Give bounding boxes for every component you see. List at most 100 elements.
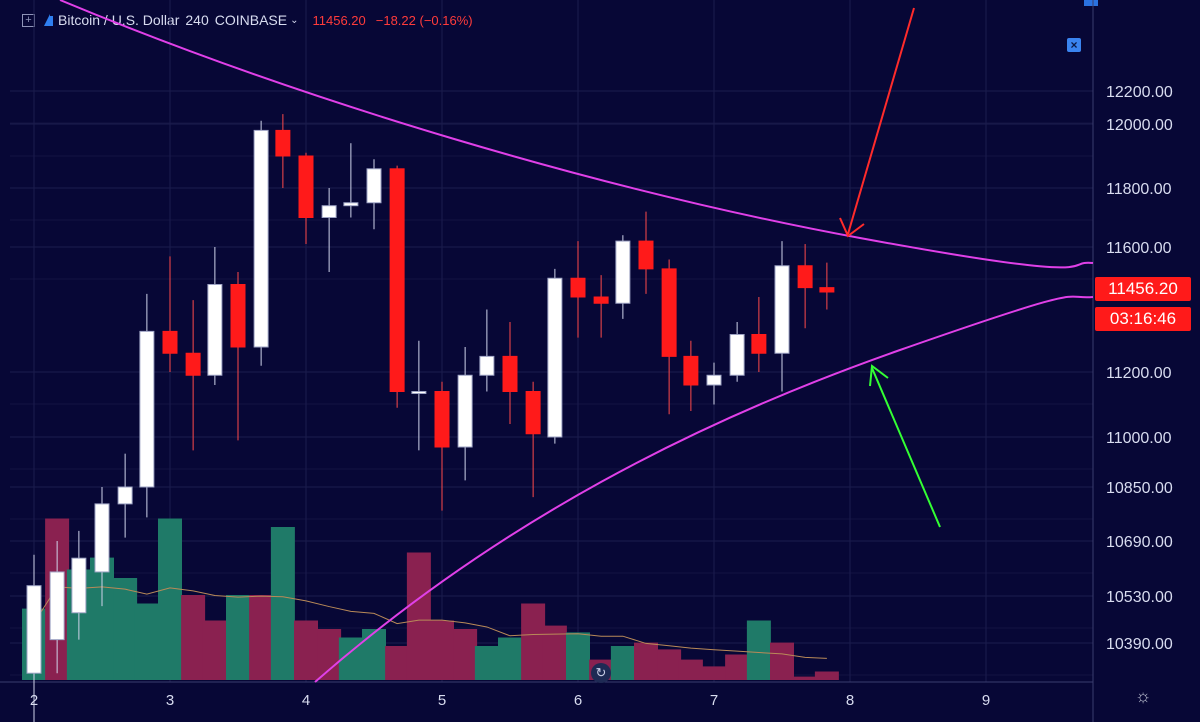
volume-bar: [226, 595, 250, 680]
candle-body[interactable]: [615, 240, 631, 304]
close-icon[interactable]: ×: [1067, 38, 1081, 52]
candle-body[interactable]: [207, 284, 223, 376]
volume-bar: [202, 620, 227, 680]
candle-body[interactable]: [94, 503, 110, 573]
candle-body[interactable]: [321, 205, 337, 218]
candle-body[interactable]: [547, 277, 563, 438]
y-tick-label: 11600.00: [1106, 240, 1172, 257]
x-tick-label: 9: [982, 692, 990, 709]
symbol-name[interactable]: Bitcoin / U.S. Dollar: [58, 12, 180, 28]
chart-header: + Bitcoin / U.S. Dollar 240 COINBASE ⌄ 1…: [0, 0, 1090, 44]
volume-bar: [521, 603, 546, 680]
volume-bar: [270, 527, 295, 680]
volume-bar: [474, 646, 499, 680]
volume-bar: [430, 620, 454, 680]
countdown-badge: 03:16:46: [1095, 307, 1191, 331]
candle-body[interactable]: [434, 391, 450, 448]
symbol-icon: [44, 14, 53, 26]
gear-icon[interactable]: ☼: [1134, 686, 1152, 706]
candle-body[interactable]: [457, 374, 473, 448]
candle-body[interactable]: [117, 486, 133, 505]
red-arrow-line: [847, 7, 915, 235]
green-arrow-line: [871, 367, 941, 528]
y-tick-label: 12000.00: [1106, 117, 1173, 134]
price-change: −18.22 (−0.16%): [375, 12, 473, 28]
candle-body[interactable]: [479, 355, 495, 376]
symbol-row: + Bitcoin / U.S. Dollar 240 COINBASE ⌄ 1…: [22, 12, 473, 28]
candle-body[interactable]: [26, 585, 42, 674]
y-tick-label: 10530.00: [1106, 589, 1173, 606]
volume-bar: [610, 646, 635, 680]
red-arrowhead: [839, 217, 865, 238]
corner-button[interactable]: [1084, 0, 1098, 6]
volume-bar: [362, 629, 386, 680]
candle-body[interactable]: [570, 277, 586, 298]
candle-body[interactable]: [593, 296, 609, 304]
last-price-badge: 11456.20: [1095, 277, 1191, 301]
candle-body[interactable]: [774, 265, 790, 354]
x-tick-label: 6: [574, 692, 582, 709]
candle-body[interactable]: [638, 240, 654, 270]
candle-body[interactable]: [411, 391, 427, 394]
volume-bar: [453, 629, 478, 680]
volume-ma-line: [33, 586, 827, 659]
volume-bar: [385, 646, 410, 680]
volume-bar: [113, 578, 138, 680]
y-tick-label: 10690.00: [1106, 534, 1173, 551]
volume-bar: [498, 637, 522, 680]
candle-body[interactable]: [819, 287, 835, 293]
candle-body[interactable]: [661, 268, 677, 357]
green-arrowhead: [869, 364, 889, 387]
candle-body[interactable]: [71, 557, 87, 614]
y-tick-label: 11000.00: [1106, 430, 1172, 447]
candle-body[interactable]: [162, 330, 178, 354]
volume-bar: [134, 603, 159, 680]
candle-body[interactable]: [298, 155, 314, 218]
chevron-down-icon[interactable]: ⌄: [290, 14, 299, 26]
lower-trendline[interactable]: [314, 295, 1094, 683]
volume-bar: [746, 620, 771, 680]
candle-body[interactable]: [230, 284, 246, 348]
volume-bar: [406, 552, 431, 680]
volume-bar: [657, 649, 682, 680]
candle-body[interactable]: [502, 355, 518, 392]
candle-body[interactable]: [275, 129, 291, 157]
candle-body[interactable]: [185, 352, 201, 376]
interval-label[interactable]: 240: [185, 12, 209, 28]
candle-body[interactable]: [525, 391, 541, 435]
candle-body[interactable]: [729, 334, 745, 376]
candle-body[interactable]: [253, 129, 269, 348]
volume-bar: [249, 595, 274, 680]
candle-body[interactable]: [49, 571, 65, 641]
candle-body[interactable]: [751, 334, 767, 354]
upper-trendline[interactable]: [59, 0, 1094, 269]
candle-body[interactable]: [706, 374, 722, 386]
y-tick-label: 10390.00: [1106, 636, 1173, 653]
volume-bar: [181, 595, 206, 680]
candle-body[interactable]: [139, 330, 155, 488]
volume-bar: [678, 659, 703, 680]
volume-bar: [317, 629, 342, 680]
x-tick-label: 4: [302, 692, 310, 709]
y-tick-label: 11200.00: [1106, 365, 1172, 382]
y-tick-label: 11800.00: [1106, 181, 1172, 198]
candle-body[interactable]: [366, 168, 382, 204]
candle-body[interactable]: [683, 355, 699, 386]
candle-body[interactable]: [797, 265, 813, 289]
y-tick-label: 12200.00: [1106, 84, 1173, 101]
x-tick-label: 2: [30, 692, 38, 709]
volume-bar: [793, 676, 818, 680]
volume-bar: [158, 518, 182, 680]
volume-bar: [566, 632, 590, 680]
x-tick-label: 5: [438, 692, 446, 709]
exchange-label[interactable]: COINBASE: [214, 12, 288, 28]
candle-body[interactable]: [389, 168, 405, 392]
last-price: 11456.20: [312, 12, 366, 28]
volume-bar: [702, 666, 726, 680]
x-tick-label: 7: [710, 692, 718, 709]
replay-icon[interactable]: ↻: [591, 663, 611, 683]
volume-bar: [294, 620, 318, 680]
candle-body[interactable]: [343, 202, 359, 207]
volume-bar: [634, 642, 658, 680]
